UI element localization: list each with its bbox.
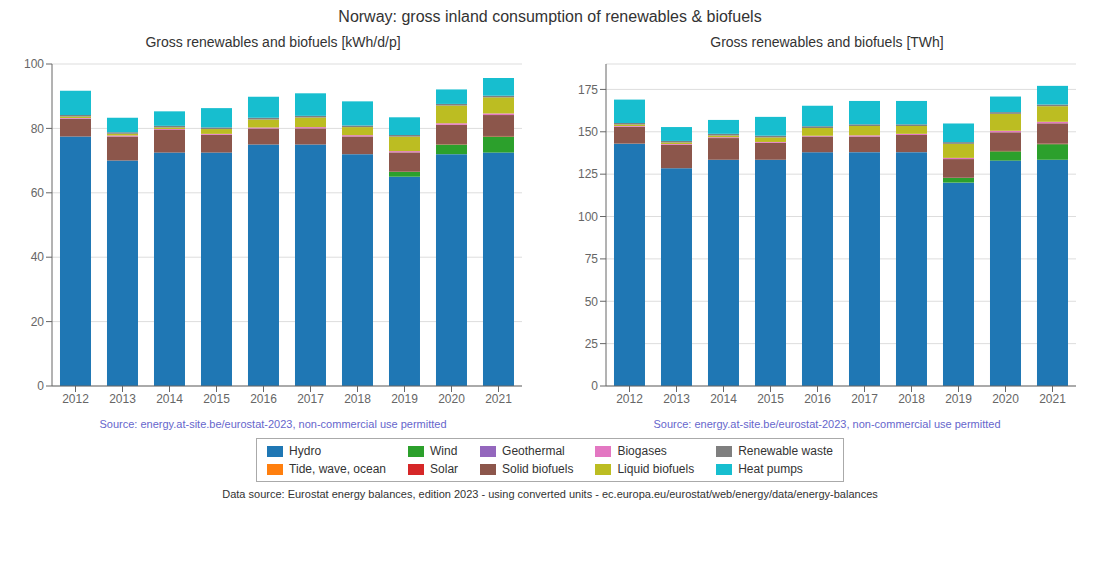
svg-text:2012: 2012 [62, 392, 89, 406]
html-text:Solid biofuels: Solid biofuels [502, 462, 574, 476]
svg-text:2021: 2021 [1039, 392, 1066, 406]
svg-text:25: 25 [585, 337, 599, 351]
svg-text:2017: 2017 [851, 392, 878, 406]
svg-text:100: 100 [578, 210, 598, 224]
svg-text:2012: 2012 [616, 392, 643, 406]
svg-text:2020: 2020 [992, 392, 1019, 406]
svg-text:2013: 2013 [663, 392, 690, 406]
html-text:Gross renewables and biofuels: Gross renewables and biofuels [TWh] [710, 34, 944, 50]
svg-text:2015: 2015 [203, 392, 230, 406]
svg-text:2014: 2014 [710, 392, 737, 406]
svg-text:2020: 2020 [438, 392, 465, 406]
html-text:Tide, wave, ocean: Tide, wave, ocean [289, 462, 386, 476]
html-text:Geothermal: Geothermal [502, 444, 565, 458]
svg-text:40: 40 [31, 250, 45, 264]
svg-text:125: 125 [578, 167, 598, 181]
svg-text:75: 75 [585, 252, 599, 266]
svg-text:0: 0 [591, 379, 598, 393]
html-text:Wind: Wind [430, 444, 458, 458]
html-text:Renewable waste: Renewable waste [738, 444, 833, 458]
html-text:Norway: gross inland consumpti: Norway: gross inland consumption of rene… [338, 8, 762, 25]
svg-text:150: 150 [578, 125, 598, 139]
html-text:Source: energy.at-site.be/euro: Source: energy.at-site.be/eurostat-2023,… [99, 418, 447, 430]
svg-text:2017: 2017 [297, 392, 324, 406]
svg-text:0: 0 [37, 379, 44, 393]
svg-text:2019: 2019 [391, 392, 418, 406]
svg-text:175: 175 [578, 83, 598, 97]
html-text:Biogases: Biogases [617, 444, 667, 458]
svg-text:100: 100 [24, 57, 44, 71]
svg-text:2015: 2015 [757, 392, 784, 406]
html-text:Gross renewables and biofuels: Gross renewables and biofuels [kWh/d/p] [145, 34, 401, 50]
html-text:Liquid biofuels: Liquid biofuels [617, 462, 695, 476]
svg-text:2018: 2018 [344, 392, 371, 406]
svg-text:60: 60 [31, 186, 45, 200]
svg-text:80: 80 [31, 122, 45, 136]
svg-text:50: 50 [585, 295, 599, 309]
svg-text:2018: 2018 [898, 392, 925, 406]
svg-text:2021: 2021 [485, 392, 512, 406]
html-text:Source: energy.at-site.be/euro: Source: energy.at-site.be/eurostat-2023,… [653, 418, 1001, 430]
svg-text:2013: 2013 [109, 392, 136, 406]
html-text:Solar: Solar [430, 462, 458, 476]
svg-text:2019: 2019 [945, 392, 972, 406]
svg-text:20: 20 [31, 315, 45, 329]
html-text:Hydro: Hydro [289, 444, 322, 458]
svg-text:2014: 2014 [156, 392, 183, 406]
svg-text:2016: 2016 [804, 392, 831, 406]
svg-text:2016: 2016 [250, 392, 277, 406]
html-text:Heat pumps: Heat pumps [738, 462, 803, 476]
html-text:Data source: Eurostat energy b: Data source: Eurostat energy balances, e… [222, 488, 878, 500]
